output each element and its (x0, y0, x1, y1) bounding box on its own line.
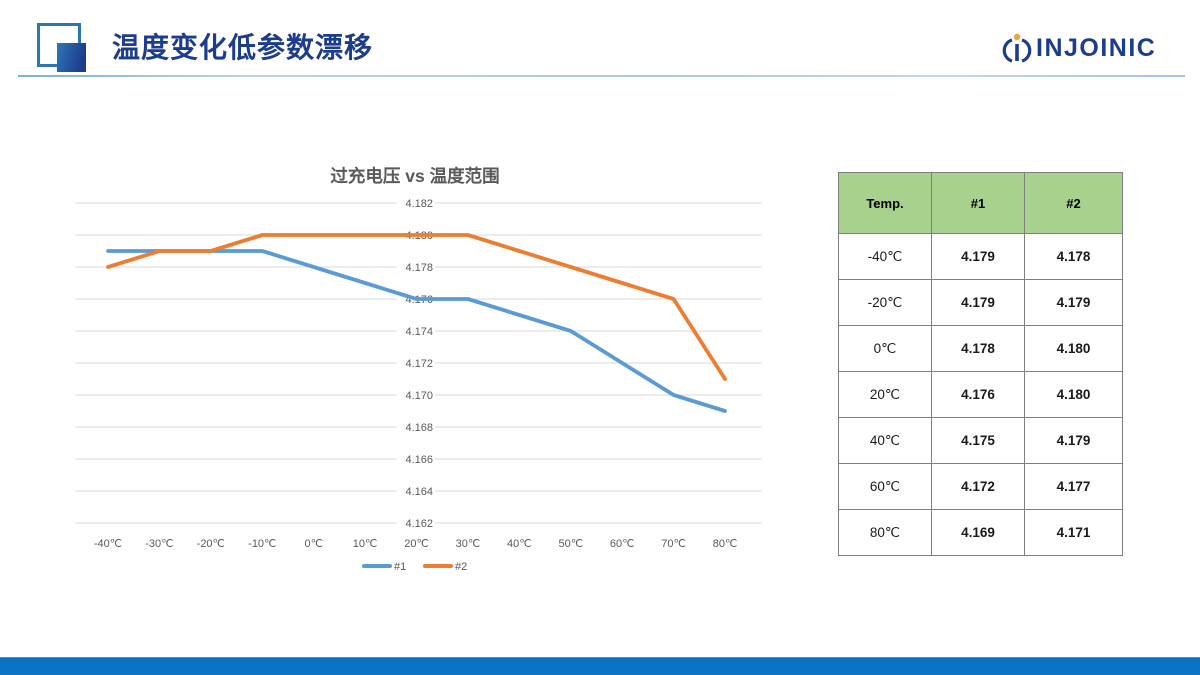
x-tick-label: 30℃ (456, 538, 481, 550)
temp-cell: 20℃ (838, 371, 932, 418)
x-tick-label: 50℃ (559, 538, 584, 550)
y-tick-label: 4.166 (405, 454, 433, 466)
value-cell: 4.169 (931, 509, 1025, 556)
temp-cell: 40℃ (838, 417, 932, 464)
logo-orange-dot (1013, 33, 1021, 41)
table-header-cell: #1 (931, 172, 1025, 234)
table-row: 0℃ 4.178 4.180 (838, 325, 1123, 372)
temp-cell: -20℃ (838, 279, 932, 326)
header-underline (18, 75, 1185, 77)
table-header-cell: Temp. (838, 172, 932, 234)
y-tick-label-bg (397, 356, 435, 370)
overcharge-voltage-chart: 过充电压 vs 温度范围4.1824.1804.1784.1764.1744.1… (75, 166, 762, 573)
table-row: 60℃ 4.172 4.177 (838, 463, 1123, 510)
y-tick-label-bg (397, 388, 435, 402)
square-filled-icon (57, 43, 86, 72)
value-cell: 4.179 (931, 233, 1025, 280)
value-cell: 4.180 (1024, 371, 1123, 418)
x-tick-label: -10℃ (248, 538, 276, 550)
temp-cell: 80℃ (838, 509, 932, 556)
series-line-2 (106, 233, 727, 381)
table-header-cell: #2 (1024, 172, 1123, 234)
page-title: 温度变化低参数漂移 (112, 32, 374, 63)
injoinic-logo: INJOINIC (1002, 29, 1156, 67)
x-tick-label: 70℃ (661, 538, 686, 550)
x-tick-label: 80℃ (713, 538, 738, 550)
y-tick-label: 4.164 (405, 486, 433, 498)
y-tick-label-bg (397, 260, 435, 274)
value-cell: 4.179 (1024, 417, 1123, 464)
y-tick-label-bg (397, 420, 435, 434)
table-head-row: Temp. #1 #2 (838, 172, 1123, 234)
y-tick-label-bg (397, 196, 435, 210)
table-body: -40℃ 4.179 4.178 -20℃ 4.179 4.179 0℃ 4.178 4.180… (838, 233, 1123, 556)
temp-cell: 0℃ (838, 325, 932, 372)
value-cell: 4.180 (1024, 325, 1123, 372)
table-row: -20℃ 4.179 4.179 (838, 279, 1123, 326)
value-cell: 4.178 (931, 325, 1025, 372)
y-tick-label-bg (397, 452, 435, 466)
table-row: 80℃ 4.169 4.171 (838, 509, 1123, 556)
value-cell: 4.179 (1024, 279, 1123, 326)
y-tick-label-bg (397, 516, 435, 530)
table-row: 20℃ 4.176 4.180 (838, 371, 1123, 418)
data-table: Temp. #1 #2 -40℃ 4.179 4.178 -20℃ 4.179 4.179 0℃… (838, 172, 1123, 556)
injoinic-i-icon (1002, 33, 1032, 63)
table-row: 40℃ 4.175 4.179 (838, 417, 1123, 464)
value-cell: 4.172 (931, 463, 1025, 510)
chart-title: 过充电压 vs 温度范围 (330, 166, 499, 186)
value-cell: 4.178 (1024, 233, 1123, 280)
value-cell: 4.175 (931, 417, 1025, 464)
x-tick-label: 20℃ (404, 538, 429, 550)
x-tick-label: -20℃ (197, 538, 225, 550)
y-tick-label-bg (397, 484, 435, 498)
y-tick-label: 4.162 (405, 518, 433, 530)
x-tick-label: 10℃ (353, 538, 378, 550)
x-tick-label: 0℃ (304, 538, 322, 550)
x-tick-label: -40℃ (94, 538, 122, 550)
logo-text: INJOINIC (1036, 33, 1157, 62)
table-row: -40℃ 4.179 4.178 (838, 233, 1123, 280)
value-cell: 4.176 (931, 371, 1025, 418)
footer-bar (0, 657, 1200, 675)
value-cell: 4.177 (1024, 463, 1123, 510)
legend-label: #2 (455, 561, 467, 573)
y-tick-label: 4.174 (405, 326, 433, 338)
temp-cell: -40℃ (838, 233, 932, 280)
y-tick-label: 4.178 (405, 262, 433, 274)
y-tick-label: 4.168 (405, 422, 433, 434)
x-tick-label: 40℃ (507, 538, 532, 550)
x-tick-label: -30℃ (145, 538, 173, 550)
value-cell: 4.179 (931, 279, 1025, 326)
y-tick-label: 4.182 (405, 198, 433, 210)
value-cell: 4.171 (1024, 509, 1123, 556)
y-tick-label: 4.172 (405, 358, 433, 370)
legend-label: #1 (394, 561, 406, 573)
temp-cell: 60℃ (838, 463, 932, 510)
y-tick-label-bg (397, 324, 435, 338)
x-tick-label: 60℃ (610, 538, 635, 550)
y-tick-label: 4.170 (405, 390, 433, 402)
